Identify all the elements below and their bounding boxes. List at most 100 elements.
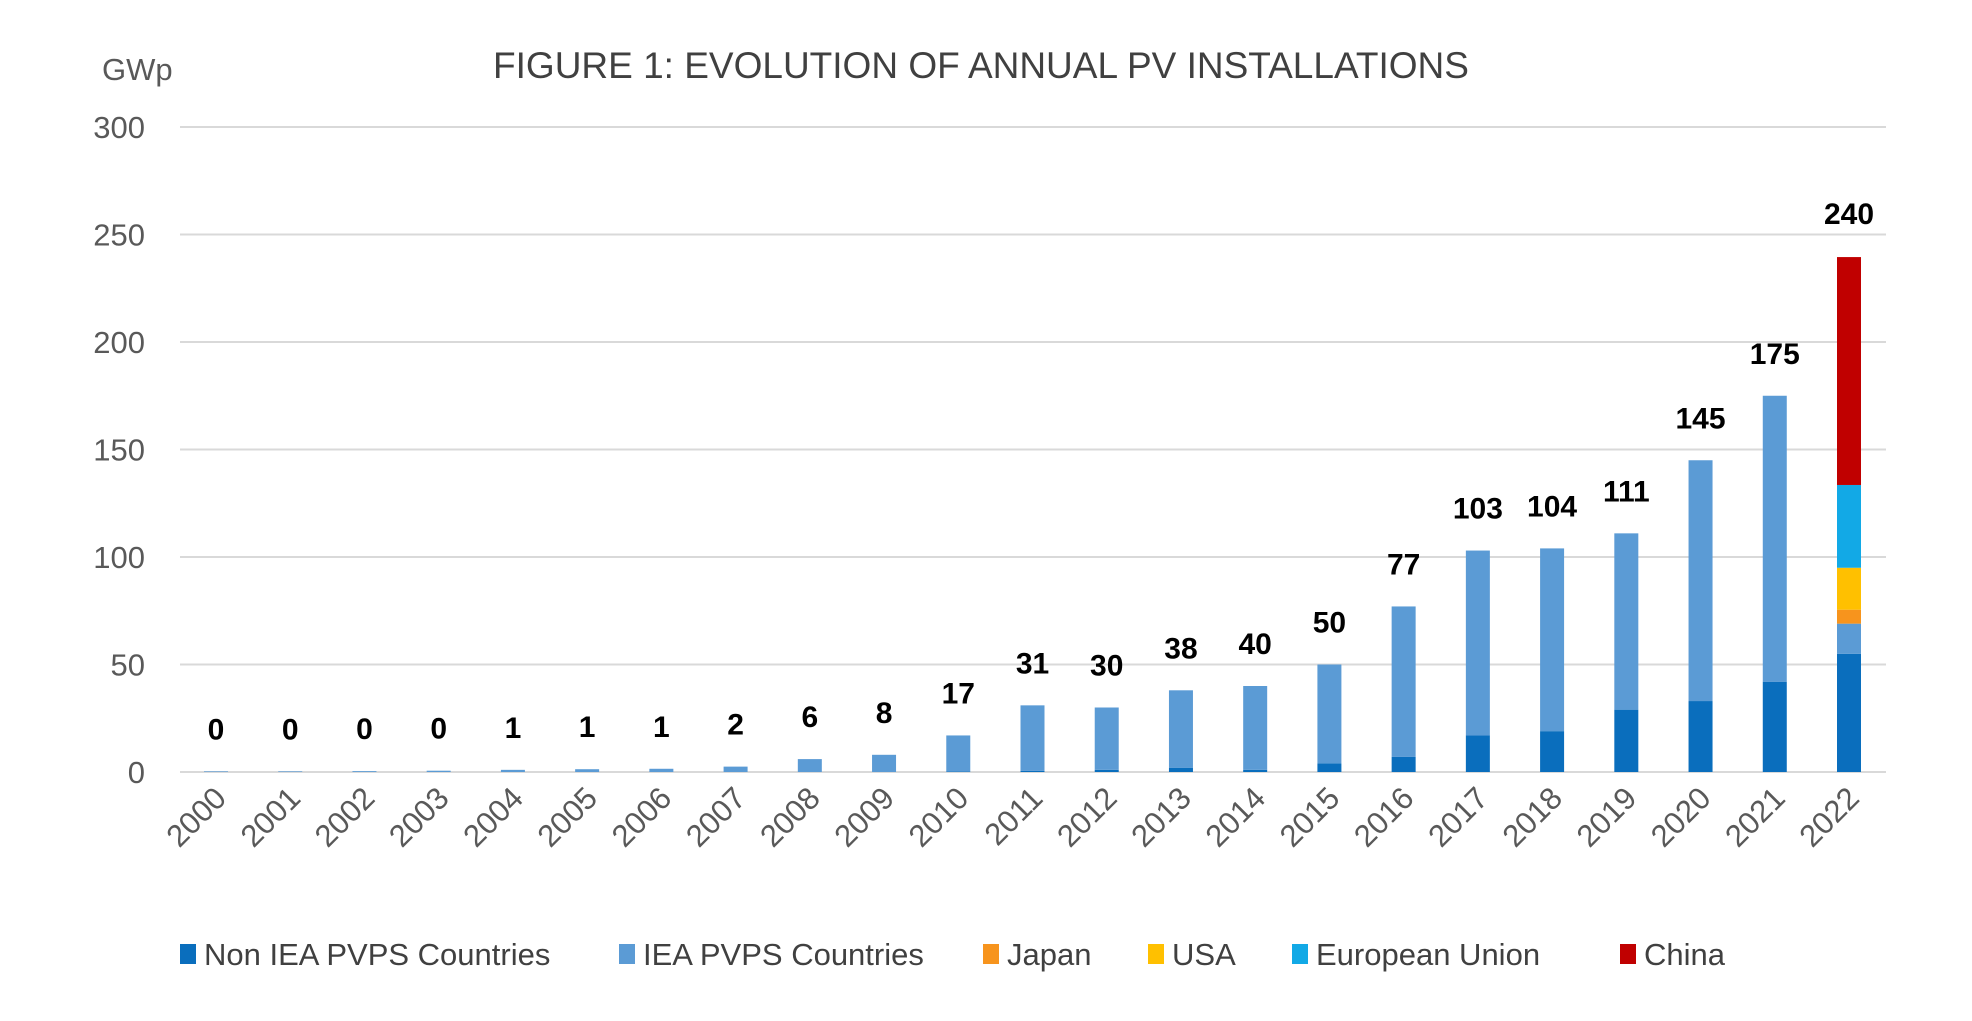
legend-swatch — [619, 944, 635, 964]
legend-item: Japan — [983, 937, 1091, 972]
x-tick-label: 2015 — [1273, 780, 1347, 854]
bar-segment-non-iea-pvps-countries — [1021, 771, 1045, 772]
bar-segment-non-iea-pvps-countries — [1689, 701, 1713, 772]
total-label: 103 — [1453, 493, 1503, 526]
total-label: 0 — [282, 713, 299, 746]
total-label: 111 — [1603, 475, 1650, 508]
legend-label: Japan — [1007, 937, 1091, 972]
bar-segment-iea-pvps-countries — [1614, 533, 1638, 709]
bar-segment-iea-pvps-countries — [1021, 705, 1045, 771]
bar-segment-iea-pvps-countries — [946, 735, 970, 771]
x-tick-label: 2008 — [753, 780, 827, 854]
bar-segment-non-iea-pvps-countries — [1392, 757, 1416, 772]
bar-segment-iea-pvps-countries — [1466, 551, 1490, 736]
bar-segment-japan — [1837, 610, 1861, 624]
total-label: 1 — [505, 712, 522, 745]
total-label: 30 — [1090, 650, 1123, 683]
legend-label: USA — [1172, 937, 1236, 972]
x-tick-label: 2007 — [679, 780, 753, 854]
total-label: 40 — [1238, 628, 1271, 661]
total-label: 38 — [1164, 632, 1197, 665]
bar-segment-iea-pvps-countries — [575, 769, 599, 772]
x-tick-label: 2021 — [1718, 780, 1792, 854]
total-label: 1 — [579, 711, 596, 744]
bar-segment-iea-pvps-countries — [278, 771, 302, 772]
x-tick-label: 2016 — [1347, 780, 1421, 854]
bar-segment-iea-pvps-countries — [1540, 548, 1564, 731]
x-tick-label: 2012 — [1050, 780, 1124, 854]
x-tick-label: 2004 — [456, 780, 530, 854]
y-tick-label: 50 — [111, 648, 145, 683]
bar-segment-non-iea-pvps-countries — [1095, 770, 1119, 772]
legend-swatch — [1148, 944, 1164, 964]
bar-segment-iea-pvps-countries — [872, 755, 896, 772]
x-tick-label: 2013 — [1124, 780, 1198, 854]
y-axis-label: GWp — [102, 52, 173, 87]
legend-item: Non IEA PVPS Countries — [180, 937, 550, 972]
bar-segment-iea-pvps-countries — [1392, 606, 1416, 757]
bar-segment-iea-pvps-countries — [1837, 624, 1861, 654]
legend-item: USA — [1148, 937, 1236, 972]
x-tick-label: 2003 — [382, 780, 456, 854]
bar-segment-european-union — [1837, 485, 1861, 568]
bar-segment-non-iea-pvps-countries — [1614, 710, 1638, 772]
total-label: 104 — [1527, 490, 1577, 523]
bars — [204, 257, 1861, 772]
legend-label: China — [1644, 937, 1726, 972]
legend-item: European Union — [1292, 937, 1540, 972]
y-tick-label: 200 — [93, 325, 145, 360]
x-tick-label: 2009 — [827, 780, 901, 854]
y-tick-label: 100 — [93, 540, 145, 575]
legend-label: Non IEA PVPS Countries — [204, 937, 550, 972]
legend-swatch — [1620, 944, 1636, 964]
x-tick-label: 2001 — [234, 780, 308, 854]
bar-segment-non-iea-pvps-countries — [1243, 770, 1267, 772]
x-tick-label: 2011 — [978, 780, 1050, 852]
x-tick-label: 2020 — [1644, 780, 1718, 854]
bar-segment-iea-pvps-countries — [427, 771, 451, 772]
legend-swatch — [180, 944, 196, 964]
legend-swatch — [1292, 944, 1308, 964]
legend-label: European Union — [1316, 937, 1540, 972]
bar-segment-iea-pvps-countries — [1243, 686, 1267, 770]
bar-segment-china — [1837, 257, 1861, 485]
total-label: 2 — [727, 709, 744, 742]
y-tick-label: 300 — [93, 110, 145, 145]
x-tick-label: 2006 — [605, 780, 679, 854]
x-tick-label: 2005 — [531, 780, 605, 854]
bar-segment-non-iea-pvps-countries — [1169, 768, 1193, 772]
bar-segment-iea-pvps-countries — [1095, 708, 1119, 770]
bar-segment-iea-pvps-countries — [1169, 690, 1193, 767]
y-tick-label: 150 — [93, 433, 145, 468]
bar-segment-non-iea-pvps-countries — [1837, 654, 1861, 772]
bar-segment-iea-pvps-countries — [724, 767, 748, 772]
total-label: 0 — [208, 713, 225, 746]
bar-segment-iea-pvps-countries — [798, 759, 822, 772]
bar-segment-iea-pvps-countries — [352, 771, 376, 772]
bar-segment-iea-pvps-countries — [1763, 396, 1787, 682]
total-label: 6 — [801, 701, 818, 734]
bar-segment-iea-pvps-countries — [204, 771, 228, 772]
total-label: 17 — [942, 677, 975, 710]
bar-segment-iea-pvps-countries — [501, 770, 525, 772]
total-label: 175 — [1750, 338, 1800, 371]
bar-segment-non-iea-pvps-countries — [1540, 731, 1564, 772]
x-tick-label: 2002 — [308, 780, 382, 854]
legend: Non IEA PVPS Countries IEA PVPS Countries… — [180, 937, 1726, 972]
x-tick-label: 2000 — [159, 780, 233, 854]
y-tick-label: 250 — [93, 218, 145, 253]
legend-swatch — [983, 944, 999, 964]
x-tick-label: 2022 — [1792, 780, 1866, 854]
legend-item: China — [1620, 937, 1726, 972]
total-label: 8 — [876, 697, 893, 730]
bar-segment-usa — [1837, 568, 1861, 610]
x-tick-label: 2017 — [1421, 780, 1495, 854]
legend-item: IEA PVPS Countries — [619, 937, 924, 972]
x-tick-label: 2014 — [1199, 780, 1273, 854]
bar-segment-iea-pvps-countries — [1317, 665, 1341, 764]
legend-label: IEA PVPS Countries — [643, 937, 924, 972]
x-tick-label: 2010 — [902, 780, 976, 854]
